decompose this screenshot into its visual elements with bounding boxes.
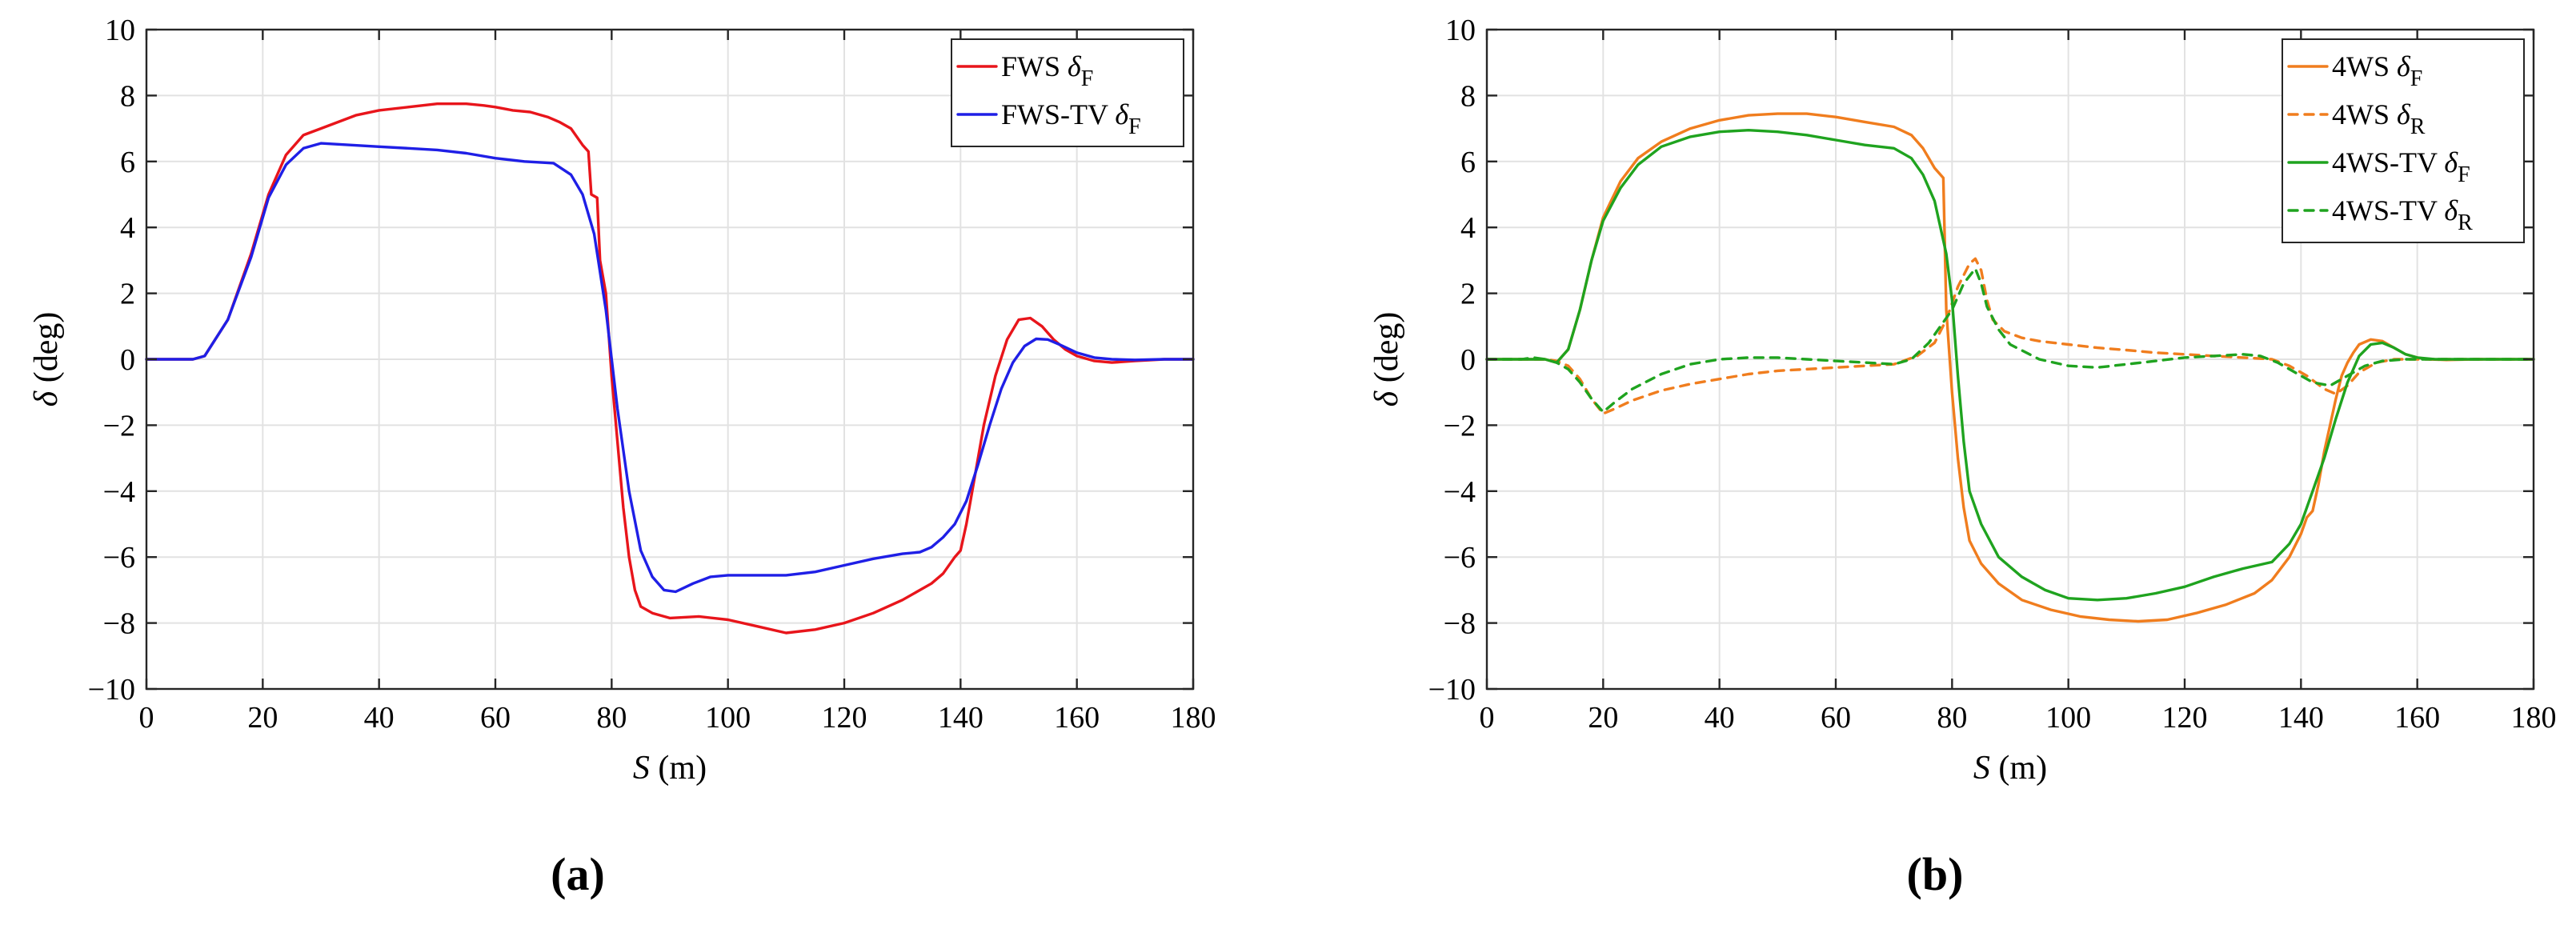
series-line-1 xyxy=(145,142,1195,594)
y-tick-label: −10 xyxy=(88,673,135,707)
x-tick-label: 80 xyxy=(1937,701,1967,735)
x-tick-label: 40 xyxy=(1705,701,1735,735)
x-tick-label: 100 xyxy=(705,701,751,735)
y-tick-label: 0 xyxy=(120,343,135,377)
y-tick-label: 10 xyxy=(105,14,135,47)
y-axis-unit: (deg) xyxy=(28,312,65,391)
y-tick-label: −6 xyxy=(103,541,135,575)
x-tick-label: 0 xyxy=(1480,701,1495,735)
x-tick-label: 0 xyxy=(139,701,154,735)
y-axis-label: δ (deg) xyxy=(1368,312,1405,407)
series-line-0 xyxy=(1485,112,2535,623)
legend-subscript: F xyxy=(1128,114,1141,139)
y-tick-label: 8 xyxy=(120,79,135,113)
y-tick-label: 6 xyxy=(120,146,135,179)
x-axis-label: S (m) xyxy=(1973,750,2047,787)
y-tick-label: 4 xyxy=(120,211,135,245)
legend-name: FWS-TV xyxy=(1001,98,1115,130)
y-axis-variable: δ xyxy=(28,390,65,406)
legend-entry: 4WS δF xyxy=(2332,50,2422,91)
y-tick-label: 6 xyxy=(1460,146,1476,179)
legend-symbol: δ xyxy=(2444,146,2458,178)
y-axis-variable: δ xyxy=(1368,390,1405,406)
x-tick-label: 100 xyxy=(2045,701,2091,735)
x-axis-unit: (m) xyxy=(650,750,707,787)
y-tick-label: 4 xyxy=(1460,211,1476,245)
y-tick-label: 8 xyxy=(1460,79,1476,113)
x-tick-label: 120 xyxy=(2162,701,2208,735)
y-tick-label: −2 xyxy=(1444,409,1476,442)
legend-name: 4WS xyxy=(2332,50,2397,82)
series-line-3 xyxy=(1485,267,2535,414)
legend-entry: FWS δF xyxy=(1001,50,1093,91)
y-tick-label: −6 xyxy=(1444,541,1476,575)
y-tick-label: 2 xyxy=(120,278,135,311)
legend-box xyxy=(951,38,1184,147)
x-axis-unit: (m) xyxy=(1990,750,2047,787)
x-tick-label: 20 xyxy=(247,701,278,735)
x-tick-label: 140 xyxy=(938,701,984,735)
legend-entry: 4WS δR xyxy=(2332,98,2426,139)
panel-b: 0 20 40 60 80 100 120 140 160 180 −10 −8 −6 −4 −2 0 2 4 6 8… xyxy=(1368,14,2557,900)
y-tick-label: −8 xyxy=(103,607,135,641)
x-tick-label: 140 xyxy=(2278,701,2324,735)
legend-entry: FWS-TV δF xyxy=(1001,98,1141,139)
y-tick-label: −8 xyxy=(1444,607,1476,641)
x-tick-label: 180 xyxy=(2511,701,2557,735)
x-axis-variable: S xyxy=(1973,750,1990,787)
legend-symbol: δ xyxy=(1068,50,1082,82)
legend-symbol: δ xyxy=(2444,194,2458,226)
legend-subscript: F xyxy=(1081,66,1094,91)
legend-name: 4WS-TV xyxy=(2332,146,2444,178)
legend-entry: 4WS-TV δF xyxy=(2332,146,2470,187)
legend-symbol: δ xyxy=(1115,98,1129,130)
legend-name: 4WS-TV xyxy=(2332,194,2444,226)
subfigure-label: (b) xyxy=(1907,848,1964,900)
x-tick-label: 60 xyxy=(1821,701,1851,735)
legend-symbol: δ xyxy=(2397,50,2411,82)
y-tick-label: −2 xyxy=(103,409,135,442)
x-tick-label: 20 xyxy=(1588,701,1618,735)
y-tick-label: −10 xyxy=(1428,673,1476,707)
legend-subscript: F xyxy=(2410,66,2423,91)
x-tick-label: 160 xyxy=(1054,701,1100,735)
series-line-0 xyxy=(145,102,1195,635)
y-tick-label: −4 xyxy=(1444,475,1476,509)
legend-subscript: R xyxy=(2458,210,2473,235)
y-tick-label: −4 xyxy=(103,475,135,509)
x-tick-label: 120 xyxy=(822,701,867,735)
x-tick-label: 80 xyxy=(596,701,627,735)
y-tick-label: 10 xyxy=(1445,14,1476,47)
x-axis-label: S (m) xyxy=(633,750,707,787)
y-tick-label: 0 xyxy=(1460,343,1476,377)
y-axis-label: δ (deg) xyxy=(28,312,65,407)
legend-subscript: F xyxy=(2458,162,2470,187)
y-axis-unit: (deg) xyxy=(1368,312,1405,391)
legend-name: 4WS xyxy=(2332,98,2397,130)
legend-entry: 4WS-TV δR xyxy=(2332,194,2473,235)
panel-a: 0 20 40 60 80 100 120 140 160 180 −10 −8 −6 −4 −2 0 2 4 6 8… xyxy=(28,14,1216,900)
x-tick-label: 40 xyxy=(364,701,395,735)
x-tick-label: 160 xyxy=(2394,701,2440,735)
subfigure-label: (a) xyxy=(551,848,605,900)
legend-symbol: δ xyxy=(2397,98,2411,130)
legend-subscript: R xyxy=(2410,114,2426,139)
series-line-1 xyxy=(1485,257,2535,415)
y-tick-label: 2 xyxy=(1460,278,1476,311)
x-axis-variable: S xyxy=(633,750,650,787)
legend-box xyxy=(2282,38,2525,243)
legend-name: FWS xyxy=(1001,50,1068,82)
x-tick-label: 60 xyxy=(480,701,511,735)
x-tick-label: 180 xyxy=(1171,701,1216,735)
